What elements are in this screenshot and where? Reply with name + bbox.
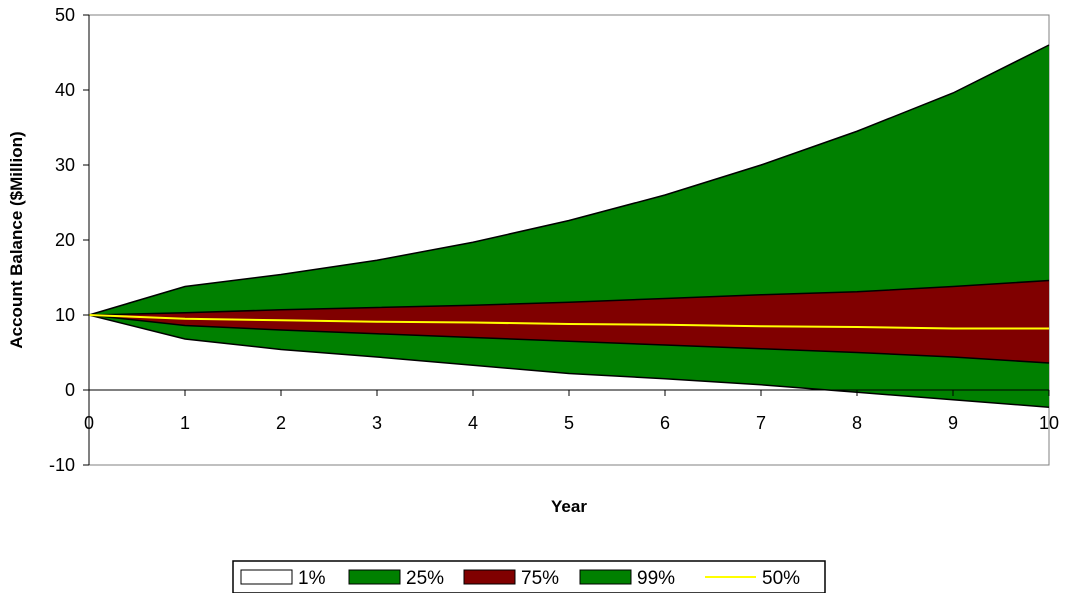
legend-swatch-25pct bbox=[349, 570, 400, 584]
x-tick-label: 10 bbox=[1039, 413, 1059, 433]
x-tick-label: 5 bbox=[564, 413, 574, 433]
x-axis-title: Year bbox=[551, 497, 587, 516]
legend-label-50pct: 50% bbox=[762, 568, 800, 589]
legend-label-1pct: 1% bbox=[298, 568, 326, 589]
x-tick-label: 8 bbox=[852, 413, 862, 433]
x-tick-label: 0 bbox=[84, 413, 94, 433]
y-tick-label: 40 bbox=[55, 80, 75, 100]
y-tick-label: 20 bbox=[55, 230, 75, 250]
y-axis-title: Account Balance ($Million) bbox=[7, 131, 26, 348]
x-tick-label: 9 bbox=[948, 413, 958, 433]
legend-swatch-99pct bbox=[580, 570, 631, 584]
legend: 1% 25% 75% 99% 50% bbox=[233, 561, 825, 593]
legend-label-75pct: 75% bbox=[521, 568, 559, 589]
legend-swatch-75pct bbox=[464, 570, 515, 584]
y-tick-label: 30 bbox=[55, 155, 75, 175]
x-tick-label: 1 bbox=[180, 413, 190, 433]
x-tick-label: 4 bbox=[468, 413, 478, 433]
x-tick-label: 6 bbox=[660, 413, 670, 433]
x-tick-label: 7 bbox=[756, 413, 766, 433]
y-tick-label: 10 bbox=[55, 305, 75, 325]
legend-label-99pct: 99% bbox=[637, 568, 675, 589]
x-tick-label: 3 bbox=[372, 413, 382, 433]
y-tick-label: 50 bbox=[55, 5, 75, 25]
x-tick-label: 2 bbox=[276, 413, 286, 433]
y-tick-label: -10 bbox=[49, 455, 75, 475]
y-tick-label: 0 bbox=[65, 380, 75, 400]
legend-label-25pct: 25% bbox=[406, 568, 444, 589]
legend-swatch-1pct bbox=[241, 570, 292, 584]
